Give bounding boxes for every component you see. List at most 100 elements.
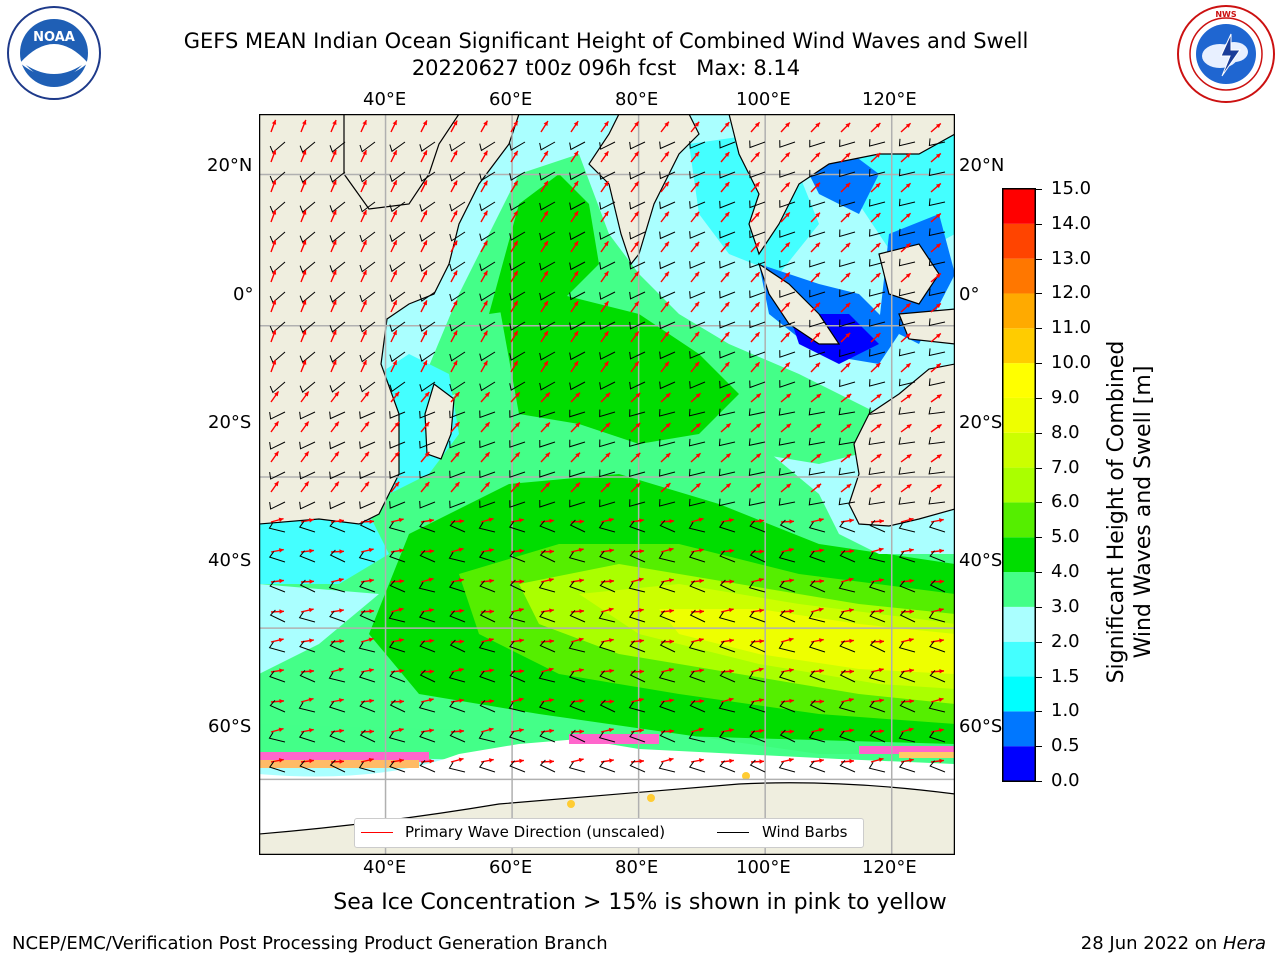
wave-arrow-head xyxy=(422,300,427,306)
wave-arrow-head xyxy=(489,698,494,704)
wind-barb xyxy=(898,497,916,505)
wind-barb xyxy=(809,139,826,148)
wave-arrow-head xyxy=(846,483,852,489)
wind-barb xyxy=(929,670,946,683)
wave-arrow-head xyxy=(634,241,639,247)
wind-barb xyxy=(448,671,466,683)
wind-barb xyxy=(479,171,496,182)
colorbar-label-line1: Significant Height of Combined xyxy=(1104,340,1129,684)
colorbar-tick-mark xyxy=(1036,676,1042,678)
wind-barb xyxy=(568,551,586,563)
colorbar-tick-label: 13.0 xyxy=(1051,247,1092,269)
wind-barb xyxy=(509,579,526,593)
colorbar-tick-label: 10.0 xyxy=(1051,352,1092,374)
wave-arrow-head xyxy=(458,667,464,673)
wave-arrow-head xyxy=(879,698,884,703)
wind-barb xyxy=(419,141,436,152)
wave-arrow-head xyxy=(819,548,824,553)
wind-barb xyxy=(389,141,406,153)
wave-arrow-head xyxy=(453,270,458,276)
wind-barb xyxy=(538,701,556,713)
sea-ice-note: Sea Ice Concentration > 15% is shown in … xyxy=(333,890,947,915)
wave-arrow-head xyxy=(728,518,734,523)
wind-barb xyxy=(629,669,646,683)
lon-tick-top-40e: 40°E xyxy=(363,89,407,110)
wave-arrow-head xyxy=(634,301,639,307)
wind-barb xyxy=(359,501,376,510)
wave-arrow-head xyxy=(364,481,369,487)
wind-barb xyxy=(389,321,406,333)
wave-arrow-head xyxy=(634,121,639,127)
wind-barb xyxy=(509,321,526,331)
wave-arrow-head xyxy=(849,548,854,554)
footer-host: Hera xyxy=(1222,933,1266,954)
wave-arrow-head xyxy=(609,578,614,584)
wind-barb xyxy=(929,760,946,773)
wave-arrow-head xyxy=(334,391,339,397)
wave-arrow-head xyxy=(338,667,344,672)
wind-barb xyxy=(659,700,676,713)
wind-barb xyxy=(898,437,916,445)
wind-barb xyxy=(478,522,496,533)
wind-barb xyxy=(448,762,466,773)
wind-barb xyxy=(659,201,676,210)
wind-barb xyxy=(719,760,736,773)
wind-barb xyxy=(478,732,496,743)
wind-barb xyxy=(629,321,646,330)
wave-arrow-head xyxy=(278,517,284,522)
wind-barb xyxy=(808,437,826,446)
lat-tick-right-60s: 60°S xyxy=(959,716,1003,737)
colorbar-tick-mark xyxy=(1036,189,1042,190)
wave-arrow-head xyxy=(578,637,584,642)
wind-barb xyxy=(359,201,376,213)
wave-arrow-head xyxy=(392,360,397,366)
wind-barb xyxy=(899,609,916,623)
wind-barb xyxy=(479,670,496,683)
wave-arrow-head xyxy=(909,578,914,584)
colorbar-tick-label: 2.0 xyxy=(1051,630,1080,652)
wave-arrow-head xyxy=(789,578,794,583)
wind-barb xyxy=(808,407,826,416)
wind-barb xyxy=(629,351,646,360)
wind-barb xyxy=(299,351,316,364)
wave-arrow-head xyxy=(639,728,644,733)
wave-arrow-head xyxy=(545,452,550,458)
wind-barb xyxy=(358,642,376,653)
wind-barb xyxy=(479,261,496,272)
wind-barb xyxy=(869,289,886,297)
wave-arrow-head xyxy=(608,638,614,643)
wave-arrow-head xyxy=(849,518,854,523)
wind-barb xyxy=(419,730,436,743)
colorbar-tick-label: 8.0 xyxy=(1051,421,1080,443)
legend-wave-label: Primary Wave Direction (unscaled) xyxy=(405,823,666,841)
wind-barb xyxy=(808,497,826,506)
lat-tick-right-40s: 40°S xyxy=(959,550,1003,571)
wind-barb xyxy=(599,351,616,360)
wind-barb xyxy=(568,761,586,773)
wind-barb xyxy=(269,700,286,713)
wave-arrow-head xyxy=(729,638,734,643)
wave-arrow-head xyxy=(848,697,854,703)
wind-barb xyxy=(838,497,856,506)
wave-arrow-head xyxy=(484,482,490,488)
wave-arrow-head xyxy=(788,668,794,673)
wind-barb xyxy=(838,437,856,446)
wind-barb xyxy=(778,642,796,653)
wind-barb xyxy=(329,141,346,153)
wave-arrow-head xyxy=(573,211,579,217)
wave-arrow-head xyxy=(545,392,550,398)
wind-barb xyxy=(808,641,826,653)
wind-barb xyxy=(478,641,496,653)
wind-barb xyxy=(749,320,766,329)
wave-arrow-head xyxy=(483,360,488,366)
wave-arrow-head xyxy=(398,607,404,612)
wind-barb xyxy=(299,471,316,480)
colorbar-tick-label: 5.0 xyxy=(1051,526,1080,548)
wave-arrow-head xyxy=(453,360,458,366)
wave-arrow-head xyxy=(519,758,524,764)
wind-barb xyxy=(628,701,646,713)
wave-arrow-head xyxy=(935,363,941,369)
wind-barb xyxy=(329,730,346,743)
wave-arrow-head xyxy=(634,181,639,187)
wave-arrow-head xyxy=(274,421,279,427)
